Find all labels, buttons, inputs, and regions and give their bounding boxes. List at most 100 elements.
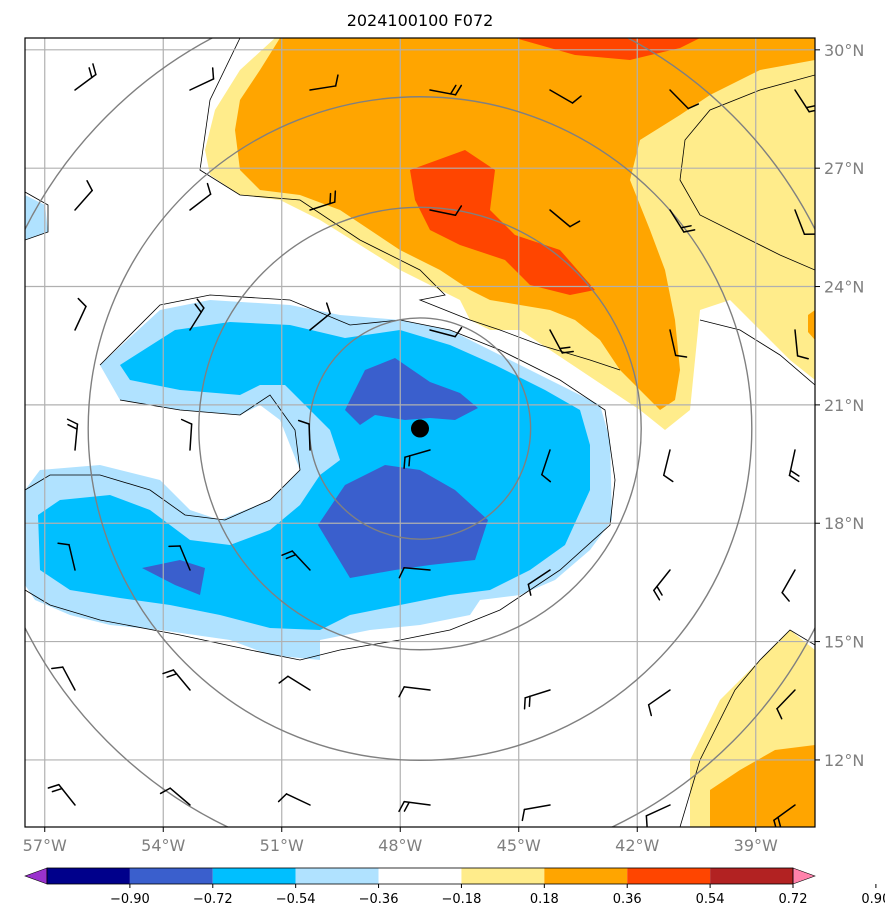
barb-flag-2 <box>194 303 202 313</box>
barb-shaft <box>189 423 193 451</box>
wind-barb <box>781 569 796 602</box>
barb-shaft <box>523 804 551 811</box>
colorbar-segment <box>627 868 711 884</box>
barb-flag-2 <box>285 553 297 560</box>
barb-shaft <box>647 689 671 706</box>
barb-shaft <box>429 209 457 216</box>
lon-tick-label: 42°W <box>615 836 659 855</box>
barb-shaft <box>308 423 311 451</box>
range-ring-1 <box>198 206 642 651</box>
barb-flag <box>569 220 581 228</box>
barb-shaft <box>645 804 671 817</box>
plot-frame <box>24 37 816 828</box>
storm-center-marker <box>411 419 429 438</box>
barb-flag-2 <box>329 192 332 205</box>
plot-area <box>25 38 815 827</box>
barb-flag <box>521 808 526 822</box>
barb-flag-2 <box>449 84 457 95</box>
barb-shaft <box>403 686 431 691</box>
barb-flag <box>773 819 777 827</box>
barb-flag <box>403 456 406 469</box>
lat-tick-label: 18°N <box>824 514 864 533</box>
wind-barb <box>159 787 191 806</box>
barb-flag <box>663 474 674 483</box>
wind-barb <box>168 545 191 571</box>
barb-shaft <box>794 209 806 235</box>
barb-flag-2 <box>408 455 411 467</box>
wind-barb <box>527 569 551 596</box>
barb-flag <box>334 74 339 87</box>
barb-flag <box>796 355 809 360</box>
lon-tick-label: 48°W <box>378 836 422 855</box>
barb-shaft <box>663 449 671 476</box>
barb-flag <box>541 473 552 483</box>
barb-flag <box>653 589 661 601</box>
barb-flag <box>687 103 700 110</box>
barb-flag <box>278 675 289 684</box>
colorbar-tick-label: −0.72 <box>193 892 233 907</box>
barb-shaft <box>189 78 215 91</box>
barb-shaft <box>309 312 331 331</box>
barb-flag <box>180 418 193 425</box>
wind-barb <box>281 550 311 571</box>
figure-title: 2024100100 F072 <box>347 11 494 30</box>
barb-flag <box>527 583 532 596</box>
barb-flag <box>334 190 337 203</box>
wind-barb <box>278 675 311 691</box>
negative-weak-region-edge <box>25 195 48 240</box>
barb-shaft <box>403 567 431 571</box>
positive-weak-east-strip <box>735 640 815 720</box>
barb-flag <box>51 666 64 670</box>
barb-flag <box>781 591 790 602</box>
barb-flag <box>325 302 331 315</box>
barb-shaft <box>527 569 551 586</box>
wind-barb <box>773 804 796 827</box>
wind-barb <box>549 329 574 354</box>
colorbar-tick-label: 0.72 <box>779 892 808 907</box>
wind-barb <box>189 67 215 91</box>
wind-barb <box>429 326 463 338</box>
barb-flag <box>281 550 293 556</box>
wind-barb <box>74 63 97 91</box>
barb-flag-2 <box>680 225 692 229</box>
barb-flag <box>92 63 97 76</box>
lon-tick-label: 45°W <box>497 836 541 855</box>
wind-barb <box>653 569 671 601</box>
lat-tick-label: 12°N <box>824 751 864 770</box>
wind-barb <box>297 419 311 451</box>
barb-flag-2 <box>559 346 571 350</box>
barb-flag-2 <box>403 801 410 812</box>
lon-tick-label: 51°W <box>260 836 304 855</box>
colorbar-tick-label: −0.36 <box>359 892 399 907</box>
barb-flag <box>571 95 582 104</box>
colorbar-segment <box>710 868 793 884</box>
barb-flag-2 <box>656 585 663 596</box>
colorbar-tick-label: 0.18 <box>530 892 559 907</box>
wind-barb <box>51 666 76 691</box>
barb-flag-2 <box>777 816 782 827</box>
barb-shaft <box>794 329 799 357</box>
barb-flag <box>77 297 87 308</box>
longitude-labels: 57°W 54°W 51°W 48°W 45°W 42°W 39°W <box>23 827 778 855</box>
barb-flag <box>776 707 783 720</box>
colorbar-frame <box>46 867 794 885</box>
barb-flag <box>561 350 574 354</box>
colorbar-segment <box>295 868 379 884</box>
colorbar-segment <box>544 868 628 884</box>
positive-mid-east-edge <box>808 310 815 340</box>
wind-barb <box>180 418 193 451</box>
barb-flag <box>674 354 688 358</box>
wind-barb <box>523 689 551 710</box>
colorbar-segment <box>461 868 545 884</box>
wind-barb <box>788 449 800 483</box>
barb-flag <box>211 67 215 80</box>
lat-tick-label: 30°N <box>824 41 864 60</box>
gridlines <box>25 38 815 827</box>
wind-barb <box>403 449 431 469</box>
barb-shaft <box>429 329 456 338</box>
wind-barb <box>429 205 463 216</box>
colorbar-segment <box>212 868 296 884</box>
negative-strong-region-upper <box>345 358 478 425</box>
barb-shaft <box>74 305 87 331</box>
